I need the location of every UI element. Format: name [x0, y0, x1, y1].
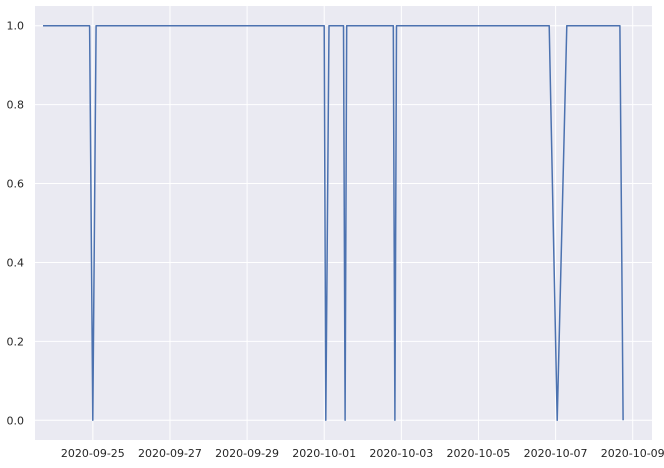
x-tick-label: 2020-10-03	[369, 447, 433, 460]
x-tick-label: 2020-10-01	[292, 447, 356, 460]
y-tick-label: 0.2	[7, 335, 25, 348]
y-tick-label: 0.4	[7, 256, 25, 269]
x-tick-label: 2020-10-05	[447, 447, 511, 460]
y-axis-ticks: 0.0 0.2 0.4 0.6 0.8 1.0	[7, 20, 25, 428]
y-tick-label: 0.6	[7, 178, 25, 191]
y-tick-label: 0.0	[7, 414, 25, 427]
y-tick-label: 1.0	[7, 20, 25, 33]
series-line	[43, 24, 624, 422]
y-tick-label: 0.8	[7, 99, 25, 112]
x-tick-label: 2020-09-27	[138, 447, 202, 460]
x-tick-label: 2020-09-29	[215, 447, 279, 460]
x-tick-label: 2020-09-25	[61, 447, 125, 460]
x-tick-label: 2020-10-09	[601, 447, 664, 460]
x-tick-label: 2020-10-07	[524, 447, 588, 460]
series-group	[43, 24, 624, 422]
x-axis-ticks: 2020-09-25 2020-09-27 2020-09-29 2020-10-01…	[61, 447, 664, 460]
